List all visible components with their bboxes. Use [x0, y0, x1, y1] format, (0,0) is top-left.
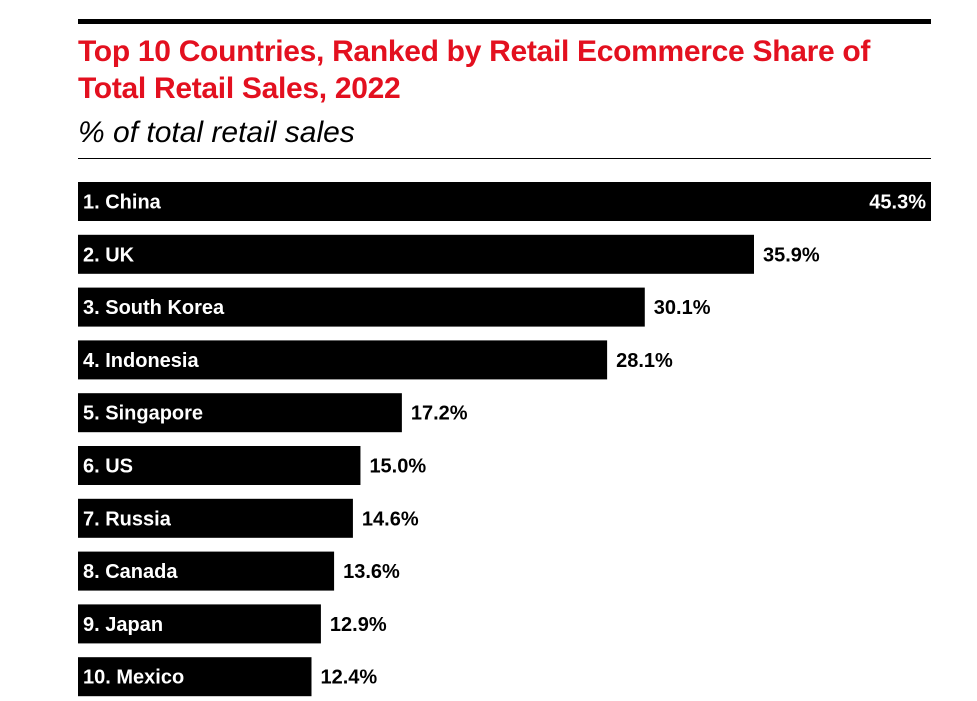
- bar: [78, 340, 608, 380]
- category-label: 9. Japan: [83, 614, 163, 636]
- bar-row: 4. Indonesia 28.1%: [78, 340, 673, 380]
- category-label: 5. Singapore: [83, 403, 203, 425]
- bar: [78, 551, 335, 591]
- bar-row: 1. China 45.3%: [78, 182, 931, 221]
- value-label: 14.6%: [362, 508, 419, 530]
- subtitle-rule: [78, 158, 931, 159]
- bar-row: 8. Canada 13.6%: [78, 551, 400, 591]
- bar: [78, 182, 931, 221]
- category-label: 7. Russia: [83, 508, 172, 530]
- value-label: 13.6%: [343, 561, 400, 583]
- bar-row: 6. US 15.0%: [78, 446, 426, 485]
- value-label: 35.9%: [763, 244, 820, 266]
- bar-row: 10. Mexico 12.4%: [78, 657, 377, 697]
- bar: [78, 234, 754, 274]
- value-label: 12.9%: [330, 614, 387, 636]
- category-label: 6. US: [83, 456, 133, 478]
- bar: [78, 446, 361, 485]
- bar: [78, 287, 645, 327]
- bar-row: 3. South Korea 30.1%: [78, 287, 711, 327]
- chart-subtitle: % of total retail sales: [78, 116, 355, 149]
- category-label: 1. China: [83, 192, 162, 214]
- bar-row: 7. Russia 14.6%: [78, 498, 419, 538]
- value-label: 28.1%: [616, 350, 673, 372]
- chart-title: Top 10 Countries, Ranked by Retail Ecomm…: [78, 35, 871, 105]
- bar-row: 2. UK 35.9%: [78, 234, 820, 274]
- bar: [78, 498, 353, 538]
- category-label: 10. Mexico: [83, 667, 184, 689]
- value-label: 30.1%: [654, 297, 711, 319]
- top-rule: [78, 19, 931, 24]
- bar: [78, 657, 312, 697]
- bar-row: 5. Singapore 17.2%: [78, 393, 468, 433]
- bar-row: 9. Japan 12.9%: [78, 604, 387, 644]
- category-label: 2. UK: [83, 244, 135, 266]
- value-label: 12.4%: [320, 667, 377, 689]
- category-label: 4. Indonesia: [83, 350, 199, 372]
- category-label: 3. South Korea: [83, 297, 225, 319]
- bar: [78, 604, 321, 644]
- bar: [78, 393, 402, 433]
- value-label: 15.0%: [369, 456, 426, 478]
- category-label: 8. Canada: [83, 561, 178, 583]
- value-label: 17.2%: [411, 403, 468, 425]
- value-label: 45.3%: [869, 192, 926, 214]
